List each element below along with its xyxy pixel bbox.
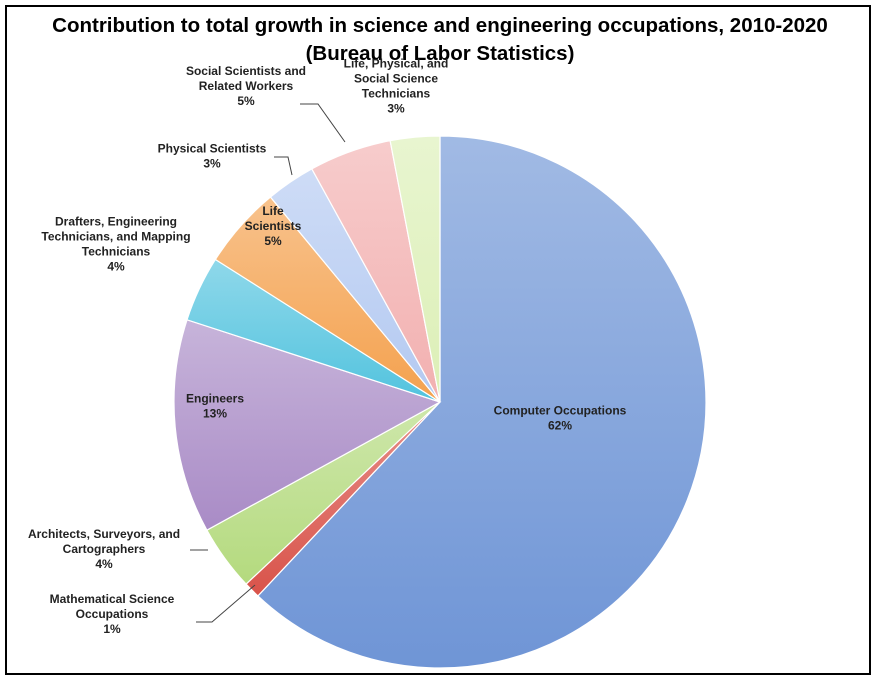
slice-label: Social Scientists and Related Workers 5% <box>186 64 306 108</box>
slice-label: Architects, Surveyors, and Cartographers 4… <box>28 527 180 571</box>
slice-label: Life, Physical, and Social Science Technic… <box>344 57 449 116</box>
leader-line <box>274 156 293 176</box>
slice-label: Physical Scientists 3% <box>158 142 267 171</box>
chart-title: Contribution to total growth in science … <box>52 14 828 37</box>
slice-label: Drafters, Engineering Technicians, and Ma… <box>41 215 190 274</box>
pie-slice-computer-occupations <box>257 135 707 669</box>
slice-label: Life Scientists 5% <box>245 204 302 248</box>
leader-line <box>300 103 346 143</box>
slice-label: Computer Occupations 62% <box>494 404 627 433</box>
pie-slice-engineers <box>173 319 442 531</box>
slice-label: Mathematical Science Occupations 1% <box>50 592 175 636</box>
chart-subtitle: (Bureau of Labor Statistics) <box>305 42 575 65</box>
slice-label: Engineers 13% <box>186 392 244 421</box>
pie-slice-life-physical-and-social-science-technicians <box>389 135 441 403</box>
leader-line <box>196 584 256 623</box>
